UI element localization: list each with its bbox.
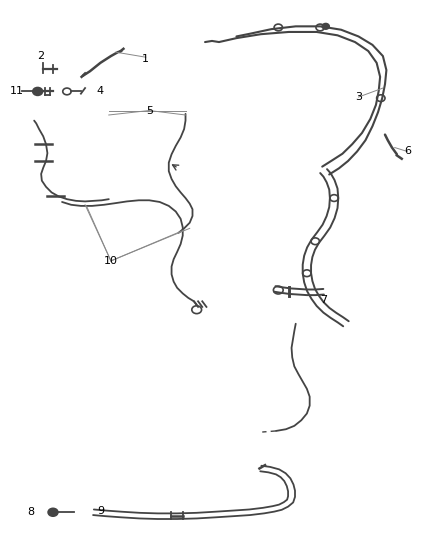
Text: 1: 1	[142, 54, 149, 64]
Text: 10: 10	[104, 256, 118, 266]
Circle shape	[48, 508, 58, 516]
Text: 4: 4	[97, 86, 104, 96]
Text: 9: 9	[97, 506, 104, 515]
Text: 2: 2	[38, 51, 45, 61]
Text: 8: 8	[27, 507, 34, 517]
Text: 6: 6	[404, 147, 411, 157]
Text: 5: 5	[146, 106, 153, 116]
Circle shape	[33, 87, 42, 95]
Text: 3: 3	[355, 92, 362, 102]
Circle shape	[322, 23, 329, 29]
Text: 7: 7	[320, 295, 327, 305]
Text: 11: 11	[10, 86, 24, 96]
